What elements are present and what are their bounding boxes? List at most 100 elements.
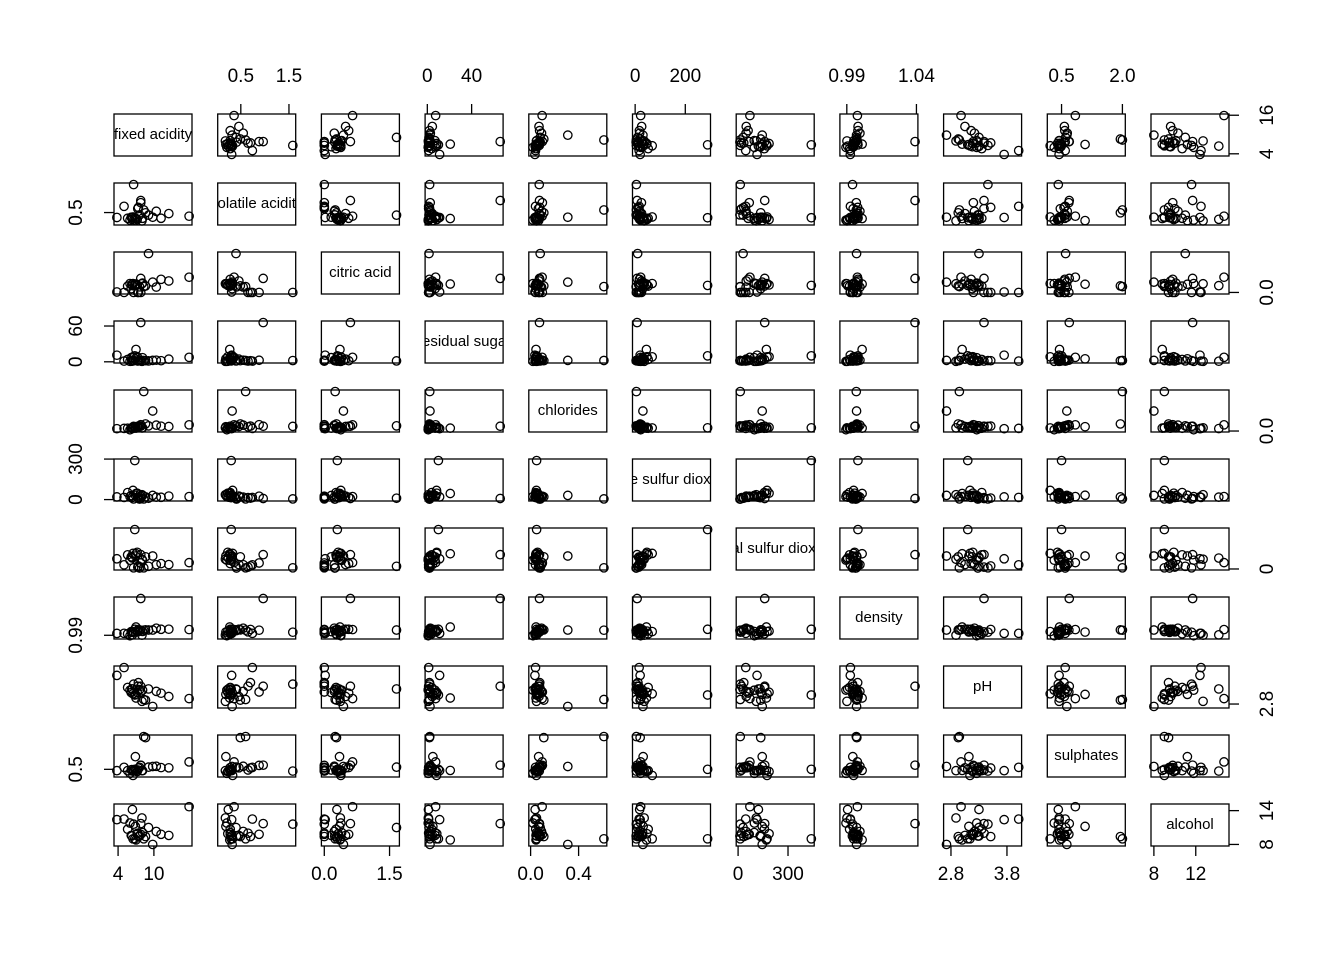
point	[848, 203, 859, 214]
point	[1219, 757, 1229, 767]
point	[345, 421, 356, 432]
point	[974, 553, 984, 563]
panel-points	[112, 248, 194, 298]
point	[639, 554, 650, 565]
point	[445, 622, 456, 632]
point	[848, 352, 859, 362]
point	[599, 731, 609, 742]
point	[287, 766, 298, 776]
point	[762, 212, 772, 222]
panel-points	[319, 110, 402, 160]
point	[848, 770, 859, 781]
point	[345, 681, 356, 692]
x-tick-label: 2.0	[1109, 66, 1135, 87]
point	[287, 562, 298, 573]
point	[258, 421, 269, 432]
panel-frame	[1150, 596, 1230, 640]
point	[338, 839, 349, 850]
panel-frame	[839, 182, 919, 226]
variable-name: volatile acidity	[210, 195, 304, 212]
point	[1060, 281, 1071, 292]
panel-frame	[424, 389, 504, 433]
point	[1060, 684, 1071, 695]
point	[1169, 287, 1180, 298]
point	[983, 627, 993, 638]
point	[562, 490, 573, 501]
panel-frame	[631, 182, 712, 226]
point	[227, 355, 237, 366]
point	[1064, 593, 1075, 604]
point	[979, 317, 989, 328]
point	[335, 136, 346, 146]
panel-points	[528, 731, 609, 781]
point	[329, 563, 340, 573]
point	[1219, 624, 1229, 635]
point	[969, 559, 980, 570]
panel-points	[735, 179, 817, 226]
point	[533, 626, 544, 637]
point	[1045, 140, 1056, 151]
variable-name: pH	[973, 678, 992, 695]
point	[757, 355, 768, 366]
point	[536, 128, 547, 139]
point	[759, 824, 770, 835]
point	[1159, 135, 1170, 145]
point	[127, 804, 138, 815]
panel-frame	[217, 596, 297, 640]
panel-frame	[528, 596, 608, 640]
point	[221, 689, 231, 700]
point	[319, 492, 330, 503]
panel-points	[631, 801, 713, 850]
point	[964, 139, 974, 150]
point	[910, 195, 920, 206]
point	[751, 813, 762, 823]
point	[755, 732, 766, 743]
point	[1165, 121, 1176, 132]
point	[112, 287, 122, 297]
point	[910, 136, 920, 147]
panel-frame	[1150, 320, 1230, 364]
point	[842, 765, 852, 776]
point	[530, 662, 541, 673]
point	[1182, 279, 1193, 290]
point	[842, 356, 852, 367]
point	[702, 212, 713, 223]
panel-frame	[735, 251, 815, 295]
point	[258, 549, 269, 560]
point	[638, 751, 649, 762]
point	[347, 801, 358, 812]
point	[533, 138, 544, 149]
point	[1169, 356, 1180, 366]
point	[258, 681, 269, 692]
point	[806, 455, 817, 466]
point	[1177, 682, 1187, 693]
panel-points	[841, 179, 920, 226]
point	[127, 553, 138, 563]
x-tick-label: 0	[733, 864, 744, 885]
point	[132, 687, 143, 698]
point	[132, 356, 143, 366]
panel-frame	[942, 389, 1023, 433]
point	[740, 628, 751, 639]
panel-frame	[217, 320, 297, 364]
point	[757, 751, 768, 762]
panel-frame	[1150, 527, 1230, 571]
point	[1169, 421, 1180, 432]
x-tick-label: 0	[422, 66, 433, 87]
point	[243, 626, 253, 637]
point	[347, 352, 358, 363]
point	[759, 317, 770, 328]
panel-frame	[424, 803, 504, 847]
point	[1180, 210, 1191, 220]
panel-frame	[528, 251, 608, 295]
point	[806, 624, 817, 635]
point	[845, 201, 856, 212]
point	[1045, 833, 1056, 844]
point	[599, 625, 609, 636]
point	[531, 696, 542, 707]
point	[759, 818, 770, 829]
panel-points	[735, 593, 817, 641]
point	[1045, 688, 1056, 699]
point	[340, 762, 351, 773]
